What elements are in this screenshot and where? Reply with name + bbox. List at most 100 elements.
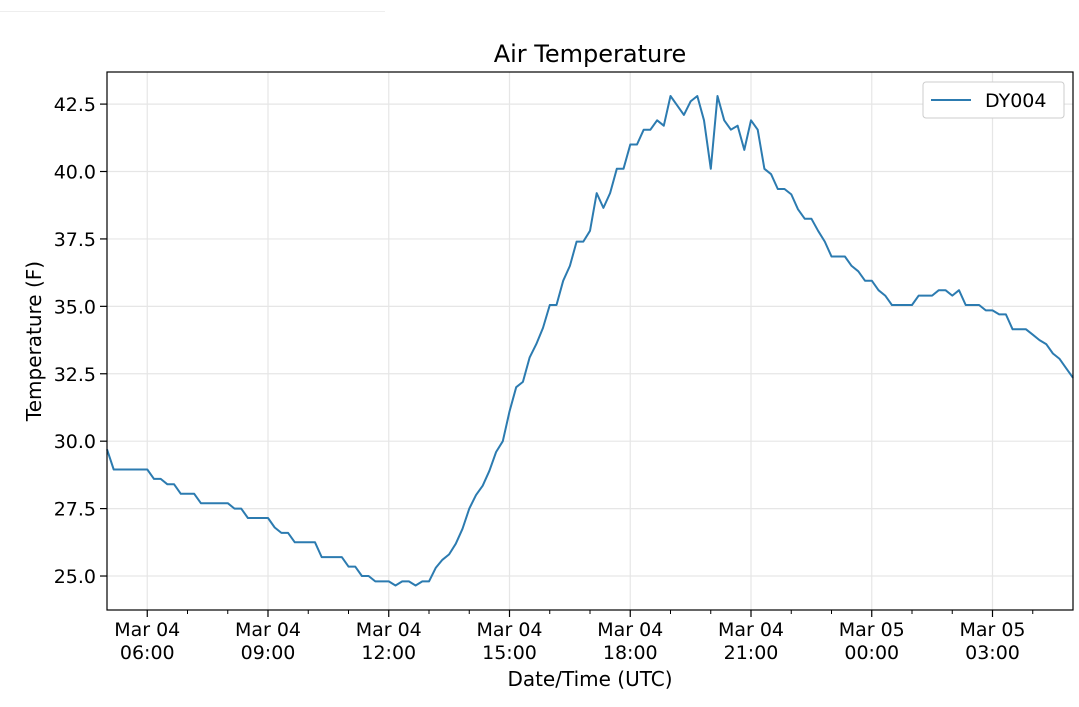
y-tick-label: 27.5 <box>54 499 96 521</box>
data-point <box>589 230 591 232</box>
data-point <box>180 493 182 495</box>
data-point <box>656 119 658 121</box>
data-point <box>864 280 866 282</box>
data-point <box>549 304 551 306</box>
data-point <box>884 295 886 297</box>
data-point <box>1018 328 1020 330</box>
data-point <box>166 483 168 485</box>
data-point <box>307 541 309 543</box>
data-point <box>891 304 893 306</box>
x-tick-label-date: Mar 04 <box>235 619 301 641</box>
data-point <box>569 265 571 267</box>
x-tick-label-time: 03:00 <box>965 642 1020 664</box>
data-point <box>287 532 289 534</box>
data-point <box>985 309 987 311</box>
x-tick-label-time: 21:00 <box>724 642 779 664</box>
data-point <box>254 517 256 519</box>
data-point <box>247 517 249 519</box>
data-point <box>354 566 356 568</box>
data-point <box>945 289 947 291</box>
data-point <box>797 208 799 210</box>
data-point <box>602 207 604 209</box>
data-point <box>810 218 812 220</box>
data-point <box>113 468 115 470</box>
top-divider <box>0 11 385 12</box>
x-tick-label-time: 06:00 <box>120 642 175 664</box>
data-point <box>951 295 953 297</box>
data-point <box>629 144 631 146</box>
y-tick-label: 35.0 <box>54 296 96 318</box>
data-point <box>361 575 363 577</box>
data-point <box>542 327 544 329</box>
data-point <box>784 188 786 190</box>
data-point <box>348 566 350 568</box>
data-point <box>502 440 504 442</box>
data-point <box>609 192 611 194</box>
data-point <box>482 485 484 487</box>
x-tick-label-time: 00:00 <box>844 642 899 664</box>
data-point <box>240 508 242 510</box>
data-point <box>488 470 490 472</box>
data-point <box>777 188 779 190</box>
y-tick-label: 42.5 <box>54 94 96 116</box>
data-point <box>911 304 913 306</box>
x-tick-label-time: 15:00 <box>482 642 537 664</box>
data-point <box>220 502 222 504</box>
data-point <box>737 125 739 127</box>
data-point <box>1012 328 1014 330</box>
data-point <box>663 125 665 127</box>
data-point <box>958 289 960 291</box>
y-tick-label: 37.5 <box>54 229 96 251</box>
data-point <box>938 289 940 291</box>
y-axis-label: Temperature (F) <box>22 261 46 422</box>
data-point <box>509 411 511 413</box>
data-point <box>576 241 578 243</box>
data-point <box>898 304 900 306</box>
data-point <box>341 556 343 558</box>
x-tick-label-date: Mar 04 <box>597 619 663 641</box>
x-tick-label-date: Mar 04 <box>476 619 542 641</box>
data-point <box>280 532 282 534</box>
data-point <box>448 553 450 555</box>
data-point <box>844 255 846 257</box>
data-point <box>193 493 195 495</box>
data-point <box>770 173 772 175</box>
x-tick-label-date: Mar 04 <box>114 619 180 641</box>
data-point <box>301 541 303 543</box>
data-point <box>1052 353 1054 355</box>
data-point <box>750 119 752 121</box>
y-tick-label: 25.0 <box>54 566 96 588</box>
data-point <box>676 104 678 106</box>
x-tick-label-date: Mar 04 <box>718 619 784 641</box>
data-point <box>649 129 651 131</box>
data-point <box>582 241 584 243</box>
data-point <box>1045 343 1047 345</box>
data-point <box>804 218 806 220</box>
data-point <box>1059 358 1061 360</box>
data-point <box>643 129 645 131</box>
data-point <box>321 556 323 558</box>
data-point <box>670 95 672 97</box>
data-point <box>213 502 215 504</box>
data-point <box>924 295 926 297</box>
data-point <box>703 119 705 121</box>
data-point <box>495 451 497 453</box>
data-point <box>690 100 692 102</box>
data-point <box>757 129 759 131</box>
data-point <box>441 559 443 561</box>
data-point <box>314 541 316 543</box>
data-point <box>421 580 423 582</box>
data-point <box>475 494 477 496</box>
y-tick-label: 40.0 <box>54 162 96 184</box>
x-axis-label: Date/Time (UTC) <box>507 667 672 691</box>
data-point <box>683 114 685 116</box>
legend-box <box>922 81 1065 119</box>
data-point <box>978 304 980 306</box>
data-point <box>126 468 128 470</box>
legend-label: DY004 <box>985 90 1046 112</box>
x-tick-label-date: Mar 04 <box>356 619 422 641</box>
data-point <box>636 144 638 146</box>
data-point <box>857 270 859 272</box>
y-tick-label: 30.0 <box>54 431 96 453</box>
